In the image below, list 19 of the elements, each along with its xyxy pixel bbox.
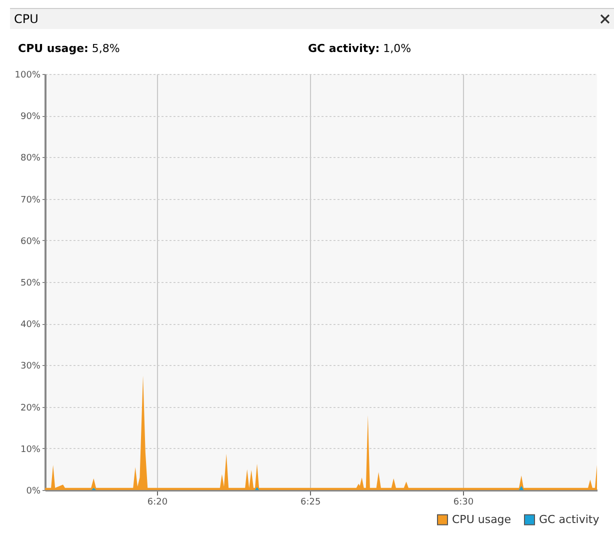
y-tick-label: 100%	[14, 70, 41, 80]
y-tick-label: 20%	[20, 403, 41, 414]
text: GC activity: 1,0%	[308, 42, 412, 55]
y-tick-label: 90%	[20, 112, 41, 122]
x-tick-label: 6:25	[300, 498, 321, 508]
text: CPU usage: 5,8%	[18, 42, 120, 55]
y-tick-label: 10%	[20, 444, 41, 455]
y-tick-label: 0%	[26, 486, 41, 496]
y-tick-label: 50%	[20, 278, 41, 288]
y-tick-label: 30%	[20, 362, 41, 372]
y-tick-label: 40%	[20, 320, 41, 330]
y-tick-label: 80%	[20, 154, 41, 164]
x-tick-label: 6:20	[147, 498, 168, 508]
x-tick-label: 6:30	[453, 498, 474, 508]
y-tick-label: 60%	[20, 236, 41, 247]
legend-label: GC activity	[539, 512, 600, 526]
legend-label: CPU usage	[452, 512, 512, 526]
y-tick-label: 70%	[20, 195, 41, 206]
chart-title: CPU	[14, 12, 38, 26]
